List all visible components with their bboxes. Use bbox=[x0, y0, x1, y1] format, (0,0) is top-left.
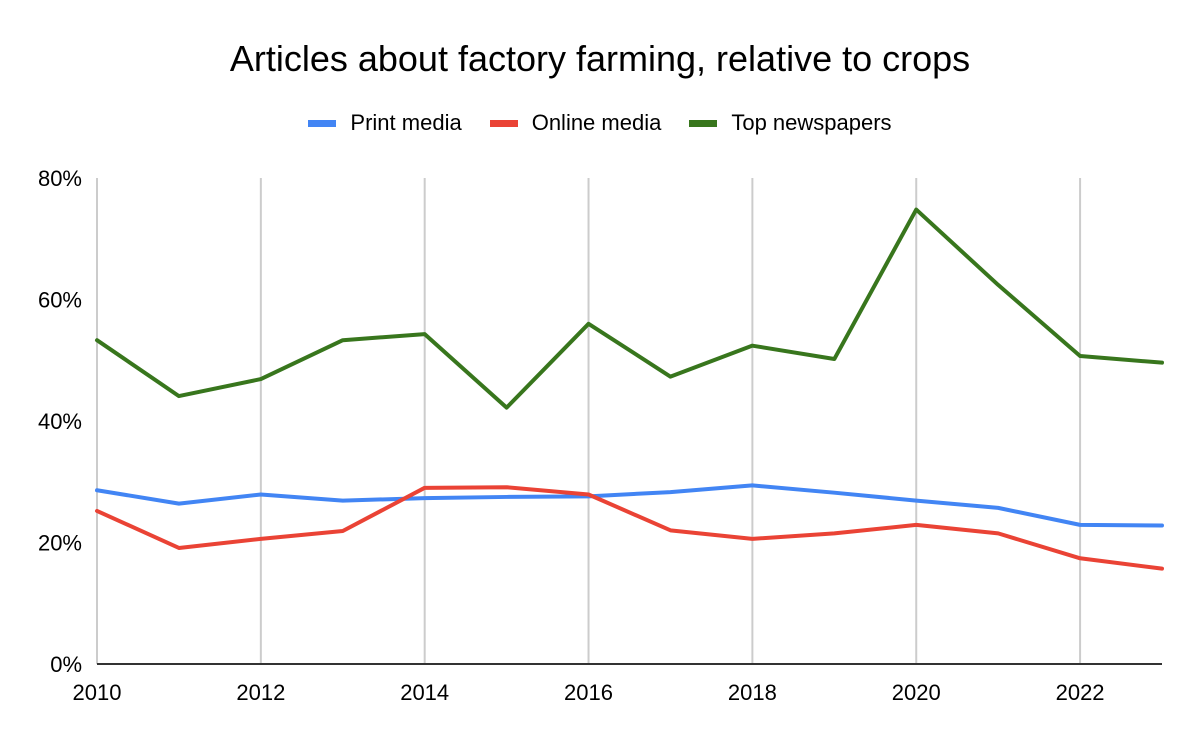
x-tick-label: 2020 bbox=[892, 680, 941, 705]
x-tick-label: 2010 bbox=[73, 680, 122, 705]
legend-label: Online media bbox=[531, 110, 662, 135]
legend-label: Top newspapers bbox=[731, 110, 892, 135]
x-tick-label: 2018 bbox=[728, 680, 777, 705]
y-tick-label: 40% bbox=[38, 409, 82, 434]
y-tick-label: 20% bbox=[38, 531, 82, 556]
y-tick-label: 60% bbox=[38, 288, 82, 313]
legend: Print media Online media Top newspapers bbox=[0, 110, 1200, 136]
y-tick-label: 80% bbox=[38, 166, 82, 191]
legend-label: Print media bbox=[350, 110, 462, 135]
x-tick-label: 2012 bbox=[236, 680, 285, 705]
legend-item: Top newspapers bbox=[689, 110, 892, 136]
series-line-online-media bbox=[95, 485, 1164, 571]
x-tick-label: 2022 bbox=[1056, 680, 1105, 705]
chart-title: Articles about factory farming, relative… bbox=[229, 38, 971, 79]
legend-swatch bbox=[489, 119, 518, 127]
series-line-top-newspapers bbox=[95, 207, 1164, 410]
x-tick-label: 2014 bbox=[400, 680, 449, 705]
series-line-print-media bbox=[95, 483, 1164, 528]
x-tick-label: 2016 bbox=[564, 680, 613, 705]
legend-swatch bbox=[308, 119, 337, 127]
legend-item: Online media bbox=[489, 110, 662, 136]
y-tick-label: 0% bbox=[50, 652, 82, 677]
legend-swatch bbox=[689, 119, 718, 127]
legend-item: Print media bbox=[308, 110, 462, 136]
